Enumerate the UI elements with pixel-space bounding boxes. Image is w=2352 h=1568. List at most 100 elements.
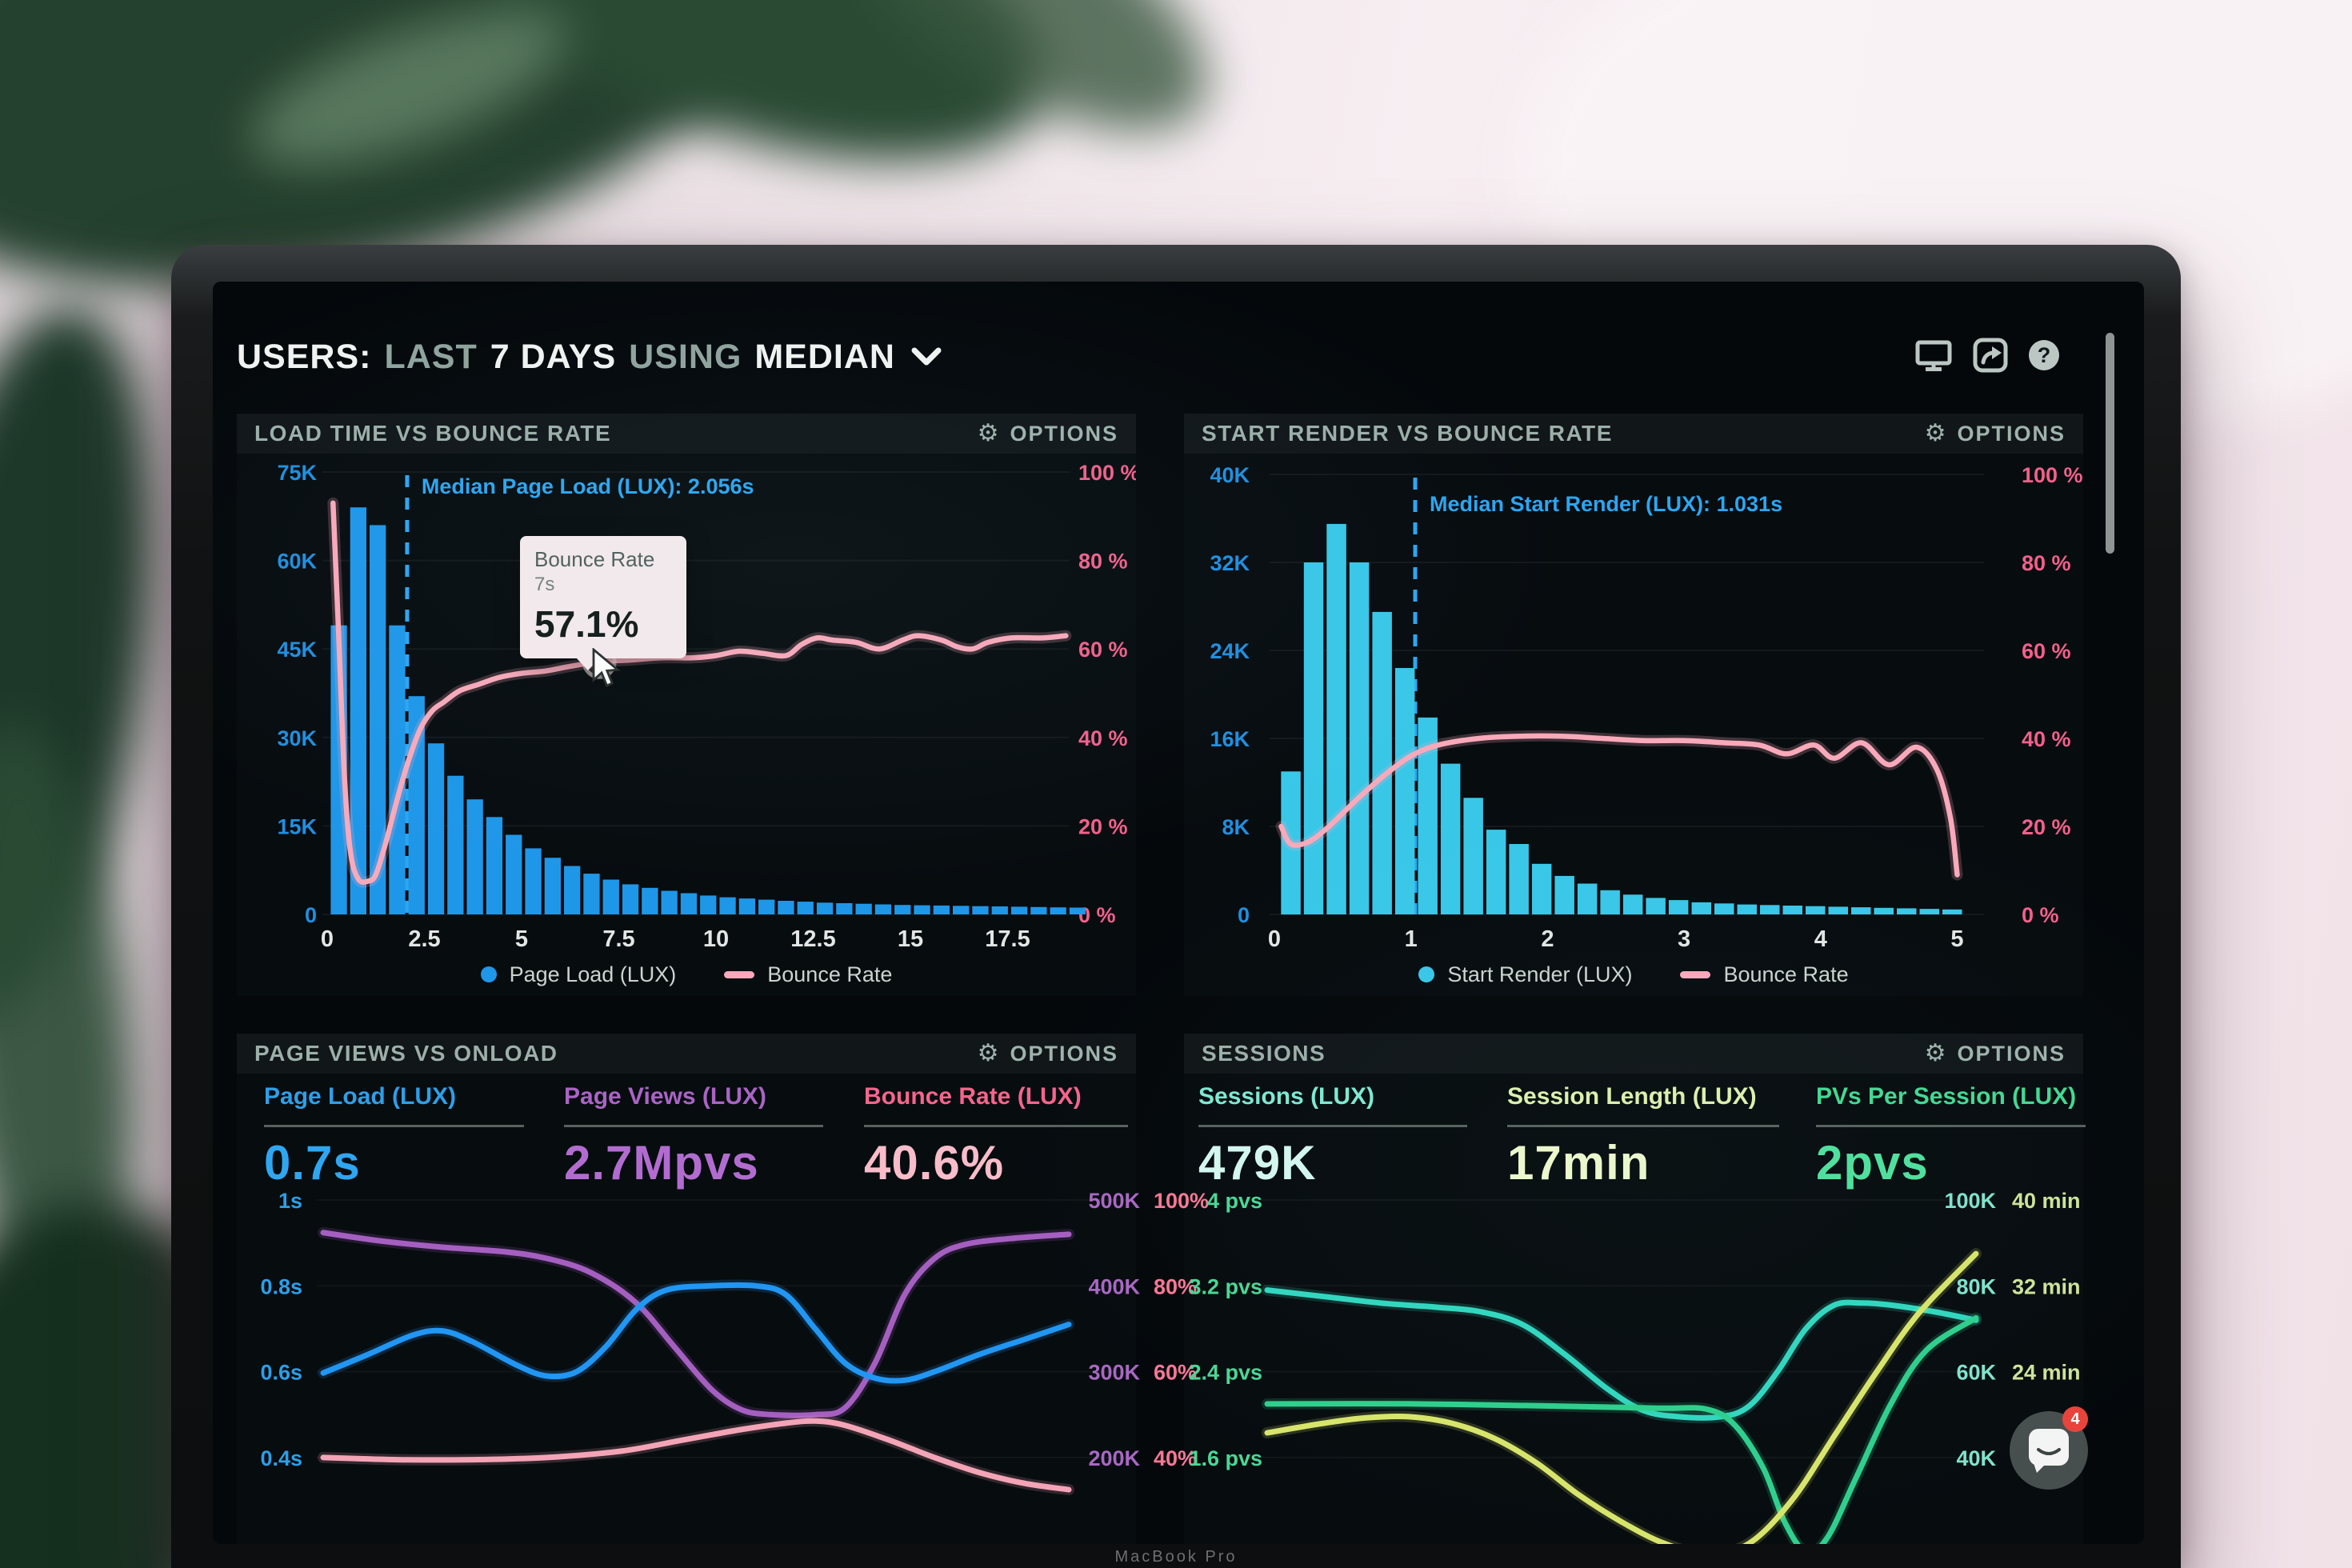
metric-underline bbox=[1198, 1125, 1467, 1127]
svg-text:0.8s: 0.8s bbox=[260, 1274, 302, 1298]
dashboard-header: USERS: LAST 7 DAYS USING MEDIAN bbox=[237, 333, 2096, 381]
tooltip-x-value: 7s bbox=[534, 574, 555, 595]
title-segment: USERS: bbox=[237, 337, 372, 376]
svg-text:100%: 100% bbox=[1154, 1189, 1209, 1213]
legend-label: Bounce Rate bbox=[767, 962, 893, 986]
svg-text:3.2 pvs: 3.2 pvs bbox=[1189, 1274, 1262, 1298]
mouse-cursor bbox=[592, 648, 621, 687]
metric-pvs-per-session: PVs Per Session (LUX) 2pvs bbox=[1816, 1083, 2086, 1190]
svg-text:4: 4 bbox=[1814, 926, 1827, 952]
svg-text:2: 2 bbox=[1541, 926, 1554, 952]
metric-underline bbox=[264, 1125, 524, 1127]
laptop: USERS: LAST 7 DAYS USING MEDIAN bbox=[171, 245, 2181, 1568]
svg-text:60K: 60K bbox=[277, 550, 317, 574]
svg-text:40K: 40K bbox=[1210, 463, 1250, 487]
sessions-chart: 4 pvs 100K 40 min 3.2 pvs 80K 32 min 2.4 pvs 60… bbox=[1189, 1189, 2081, 1544]
svg-text:32 min: 32 min bbox=[2012, 1274, 2081, 1298]
svg-text:0: 0 bbox=[1268, 926, 1281, 952]
metric-page-load: Page Load (LUX) 0.7s bbox=[264, 1083, 524, 1190]
gear-icon: ⚙ bbox=[1924, 1039, 1948, 1067]
legend: Page Load (LUX) Bounce Rate bbox=[237, 957, 1136, 992]
title-segment: LAST bbox=[384, 337, 478, 376]
scrollbar-thumb[interactable] bbox=[2106, 333, 2114, 554]
legend-item: Page Load (LUX) bbox=[480, 962, 676, 987]
options-label: OPTIONS bbox=[1957, 1041, 2066, 1066]
dashboard-screen: USERS: LAST 7 DAYS USING MEDIAN bbox=[213, 282, 2144, 1544]
svg-text:10: 10 bbox=[703, 926, 729, 952]
help-icon[interactable]: ? bbox=[2029, 340, 2059, 370]
svg-text:20 %: 20 % bbox=[2022, 815, 2071, 839]
svg-text:100 %: 100 % bbox=[1078, 461, 1136, 485]
metric-value: 40.6% bbox=[864, 1136, 1005, 1190]
svg-text:60%: 60% bbox=[1154, 1361, 1197, 1385]
gear-icon: ⚙ bbox=[977, 1039, 1001, 1067]
svg-text:2.4 pvs: 2.4 pvs bbox=[1189, 1361, 1262, 1385]
metric-label: Bounce Rate (LUX) bbox=[864, 1083, 1082, 1110]
panel-page-views: PAGE VIEWS VS ONLOAD ⚙ OPTIONS Page Load… bbox=[237, 1034, 1209, 1544]
options-button[interactable]: ⚙ OPTIONS bbox=[978, 422, 1118, 446]
svg-text:1.6 pvs: 1.6 pvs bbox=[1189, 1446, 1262, 1470]
svg-text:100K: 100K bbox=[1944, 1189, 1996, 1213]
svg-text:80 %: 80 % bbox=[2022, 551, 2071, 575]
page-title: USERS: LAST 7 DAYS USING MEDIAN bbox=[237, 338, 942, 377]
svg-text:500K: 500K bbox=[1088, 1189, 1140, 1213]
svg-text:300K: 300K bbox=[1088, 1361, 1140, 1385]
device-label: MacBook Pro bbox=[1114, 1548, 1238, 1566]
options-button[interactable]: ⚙ OPTIONS bbox=[978, 1042, 1118, 1066]
tooltip-series: Bounce Rate bbox=[534, 547, 655, 571]
legend-label: Start Render (LUX) bbox=[1447, 962, 1633, 986]
svg-text:0.6s: 0.6s bbox=[260, 1361, 302, 1385]
metric-label: Page Load (LUX) bbox=[264, 1083, 457, 1110]
svg-text:5: 5 bbox=[1950, 926, 1963, 952]
panel-load-time: LOAD TIME VS BOUNCE RATE ⚙ OPTIONS 75K 10… bbox=[237, 414, 1136, 996]
svg-text:32K: 32K bbox=[1210, 551, 1250, 575]
svg-text:80K: 80K bbox=[1956, 1274, 1996, 1298]
metric-bounce-rate: Bounce Rate (LUX) 40.6% bbox=[864, 1083, 1128, 1190]
series-dot-icon bbox=[480, 966, 497, 982]
svg-text:400K: 400K bbox=[1088, 1274, 1140, 1298]
svg-text:30K: 30K bbox=[277, 726, 317, 750]
svg-text:2.5: 2.5 bbox=[408, 926, 440, 952]
metric-value: 2pvs bbox=[1816, 1136, 1929, 1190]
chat-launcher-button[interactable]: 4 bbox=[2010, 1406, 2088, 1490]
svg-text:60 %: 60 % bbox=[1078, 638, 1128, 662]
options-button[interactable]: ⚙ OPTIONS bbox=[1925, 1042, 2066, 1066]
metric-underline bbox=[564, 1125, 823, 1127]
svg-text:100 %: 100 % bbox=[2022, 463, 2083, 487]
legend-item: Bounce Rate bbox=[1680, 962, 1849, 987]
metric-value: 2.7Mpvs bbox=[564, 1136, 759, 1190]
options-button[interactable]: ⚙ OPTIONS bbox=[1925, 422, 2066, 446]
svg-text:3: 3 bbox=[1678, 926, 1690, 952]
share-icon[interactable] bbox=[1973, 338, 2008, 373]
svg-text:12.5: 12.5 bbox=[790, 926, 835, 952]
metric-page-views: Page Views (LUX) 2.7Mpvs bbox=[564, 1083, 823, 1190]
title-segment: MEDIAN bbox=[754, 337, 895, 376]
svg-text:24K: 24K bbox=[1210, 639, 1250, 663]
header-icons: ? bbox=[1915, 338, 2059, 373]
chevron-down-icon[interactable] bbox=[911, 347, 942, 366]
svg-text:200K: 200K bbox=[1088, 1446, 1140, 1470]
panel-title: LOAD TIME VS BOUNCE RATE bbox=[254, 421, 612, 446]
svg-text:8K: 8K bbox=[1222, 815, 1250, 839]
svg-text:0.4s: 0.4s bbox=[260, 1446, 302, 1470]
title-segment: USING bbox=[629, 337, 742, 376]
svg-text:0: 0 bbox=[305, 903, 317, 927]
svg-text:0 %: 0 % bbox=[2022, 903, 2059, 927]
svg-text:15: 15 bbox=[898, 926, 923, 952]
svg-text:75K: 75K bbox=[277, 461, 317, 485]
panel-load-time-header: LOAD TIME VS BOUNCE RATE ⚙ OPTIONS bbox=[237, 414, 1136, 454]
svg-text:7.5: 7.5 bbox=[602, 926, 634, 952]
svg-text:80 %: 80 % bbox=[1078, 550, 1128, 574]
metric-label: Sessions (LUX) bbox=[1198, 1083, 1375, 1110]
legend: Start Render (LUX) Bounce Rate bbox=[1184, 957, 2083, 992]
metric-value: 0.7s bbox=[264, 1136, 361, 1190]
svg-text:40 min: 40 min bbox=[2012, 1189, 2081, 1213]
svg-text:Median Start Render (LUX): 1.0: Median Start Render (LUX): 1.031s bbox=[1430, 492, 1782, 516]
panel-title: SESSIONS bbox=[1202, 1041, 1326, 1066]
monitor-icon[interactable] bbox=[1915, 338, 1952, 372]
svg-text:80%: 80% bbox=[1154, 1274, 1197, 1298]
svg-text:1s: 1s bbox=[278, 1189, 302, 1213]
metric-value: 17min bbox=[1507, 1136, 1650, 1190]
chat-bubble-icon bbox=[2029, 1429, 2069, 1473]
